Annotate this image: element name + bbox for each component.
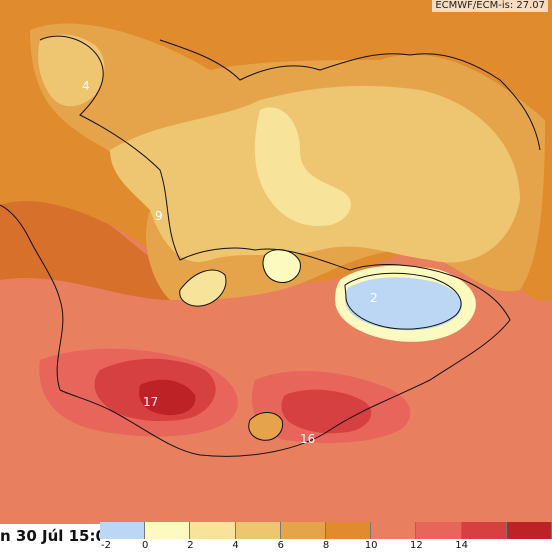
legend-ticks: -2 0 2 4 6 8 10 12 14: [100, 539, 552, 552]
legend-tick-label: 0: [142, 540, 149, 551]
legend-tick-label: 8: [322, 540, 330, 551]
legend-swatch: [190, 522, 236, 539]
color-legend: -2 0 2 4 6 8 10 12 14: [100, 522, 552, 552]
map-credit: ECMWF/ECM-is: 27.07: [432, 0, 548, 12]
legend-swatch: [100, 522, 146, 539]
legend-swatch: [326, 522, 372, 539]
legend-tick-label: 2: [187, 540, 194, 551]
legend-swatch: [145, 522, 191, 539]
legend-swatch: [280, 522, 327, 539]
legend-swatch: [461, 522, 507, 539]
legend-swatch: [506, 522, 552, 539]
legend-tick-label: 12: [410, 540, 423, 551]
legend-tick-label: 6: [277, 540, 284, 551]
temperature-map: 4 9 2 17 16: [0, 0, 552, 457]
legend-tick-label: 14: [455, 540, 468, 551]
legend-swatch: [416, 522, 462, 539]
legend-swatch: [371, 522, 417, 539]
label-northwest-value: 4: [82, 79, 90, 93]
label-west-value: 9: [155, 209, 163, 223]
legend-swatch: [235, 522, 281, 539]
legend-tick-label: 4: [232, 540, 239, 551]
legend-tick-label: 10: [364, 540, 378, 551]
legend-swatches: [100, 522, 552, 539]
legend-tick-label: -2: [101, 540, 111, 551]
label-south-east-value: 16: [300, 432, 315, 446]
timestamp-bar: n 30 Júl 15:00: [0, 524, 116, 552]
label-south-west-value: 17: [143, 395, 158, 409]
label-glacier-value: 2: [370, 291, 378, 305]
forecast-timestamp: n 30 Júl 15:00: [0, 527, 117, 545]
